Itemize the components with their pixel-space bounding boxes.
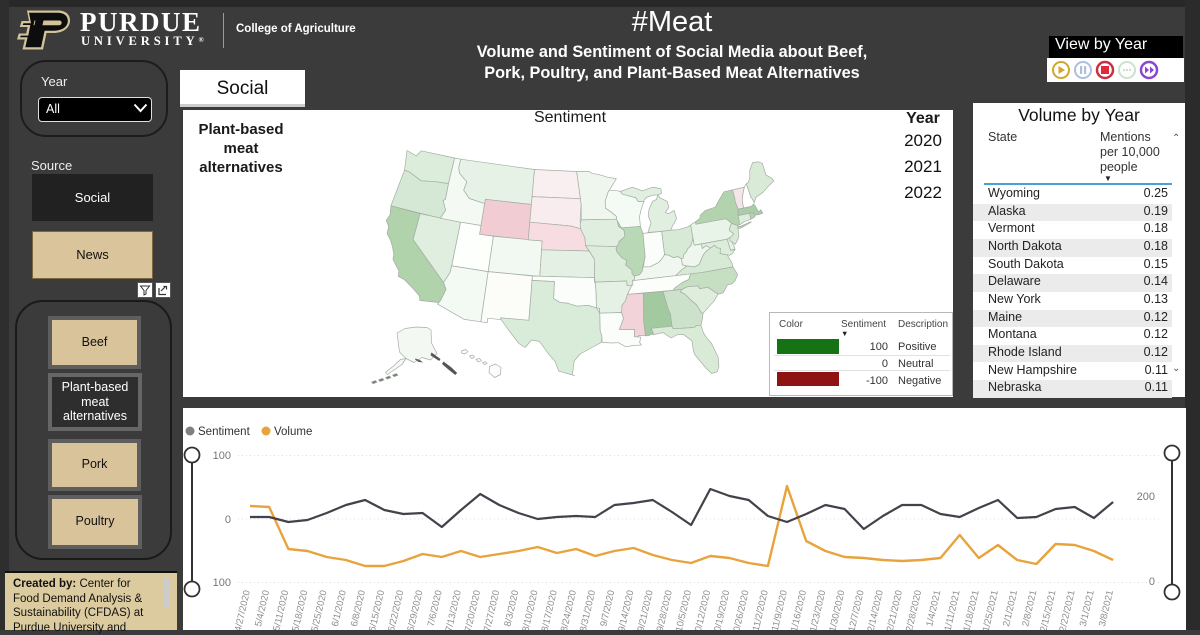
svg-text:9/7/2020: 9/7/2020: [598, 589, 617, 628]
svg-text:5/18/2020: 5/18/2020: [290, 589, 310, 630]
svg-text:12/28/2020: 12/28/2020: [903, 589, 924, 630]
svg-text:2/15/2021: 2/15/2021: [1038, 589, 1058, 630]
svg-text:7/6/2020: 7/6/2020: [426, 589, 445, 628]
svg-text:7/20/2020: 7/20/2020: [463, 589, 483, 630]
svg-text:8/3/2020: 8/3/2020: [502, 589, 521, 628]
svg-text:9/21/2020: 9/21/2020: [635, 589, 655, 630]
svg-text:2/1/2021: 2/1/2021: [1001, 589, 1020, 628]
svg-text:6/1/2020: 6/1/2020: [330, 589, 349, 628]
svg-text:4/27/2020: 4/27/2020: [233, 589, 253, 630]
svg-text:10/5/2020: 10/5/2020: [674, 589, 694, 630]
svg-text:10/12/2020: 10/12/2020: [692, 589, 713, 630]
svg-text:9/28/2020: 9/28/2020: [655, 589, 675, 630]
svg-text:3/1/2021: 3/1/2021: [1078, 589, 1097, 628]
svg-text:5/25/2020: 5/25/2020: [309, 589, 329, 630]
svg-text:2/8/2021: 2/8/2021: [1020, 589, 1039, 628]
svg-text:200: 200: [1137, 491, 1155, 503]
svg-text:12/14/2020: 12/14/2020: [864, 589, 885, 630]
svg-text:11/23/2020: 11/23/2020: [807, 589, 828, 630]
svg-text:10/26/2020: 10/26/2020: [730, 589, 751, 630]
svg-text:Sentiment: Sentiment: [198, 426, 251, 438]
svg-text:12/7/2020: 12/7/2020: [846, 589, 866, 630]
svg-text:100: 100: [213, 577, 231, 589]
svg-text:1/4/2021: 1/4/2021: [924, 589, 943, 628]
svg-text:5/4/2020: 5/4/2020: [253, 589, 272, 628]
svg-text:0: 0: [1149, 576, 1155, 588]
svg-text:6/8/2020: 6/8/2020: [349, 589, 368, 628]
svg-text:7/13/2020: 7/13/2020: [444, 589, 464, 630]
svg-text:6/29/2020: 6/29/2020: [405, 589, 425, 630]
svg-text:0: 0: [225, 514, 231, 526]
svg-text:8/24/2020: 8/24/2020: [559, 589, 579, 630]
svg-text:9/14/2020: 9/14/2020: [616, 589, 636, 630]
svg-text:6/22/2020: 6/22/2020: [386, 589, 406, 630]
svg-text:8/10/2020: 8/10/2020: [520, 589, 540, 630]
svg-text:1/25/2021: 1/25/2021: [981, 589, 1001, 630]
svg-text:100: 100: [213, 450, 231, 462]
svg-text:8/31/2020: 8/31/2020: [578, 589, 598, 630]
svg-text:1/18/2021: 1/18/2021: [961, 589, 981, 630]
svg-text:10/19/2020: 10/19/2020: [711, 589, 732, 630]
svg-text:2/22/2021: 2/22/2021: [1057, 589, 1077, 630]
svg-text:8/17/2020: 8/17/2020: [540, 589, 560, 630]
svg-text:12/21/2020: 12/21/2020: [884, 589, 905, 630]
svg-text:11/2/2020: 11/2/2020: [751, 589, 771, 630]
svg-text:Volume: Volume: [274, 426, 312, 438]
svg-text:11/30/2020: 11/30/2020: [826, 589, 847, 630]
svg-text:3/8/2021: 3/8/2021: [1097, 589, 1116, 628]
svg-text:11/9/2020: 11/9/2020: [770, 589, 790, 630]
svg-text:6/15/2020: 6/15/2020: [367, 589, 387, 630]
svg-text:11/16/2020: 11/16/2020: [788, 589, 809, 630]
svg-text:1/11/2021: 1/11/2021: [943, 589, 963, 630]
svg-text:5/11/2020: 5/11/2020: [271, 589, 291, 630]
svg-text:7/27/2020: 7/27/2020: [482, 589, 502, 630]
